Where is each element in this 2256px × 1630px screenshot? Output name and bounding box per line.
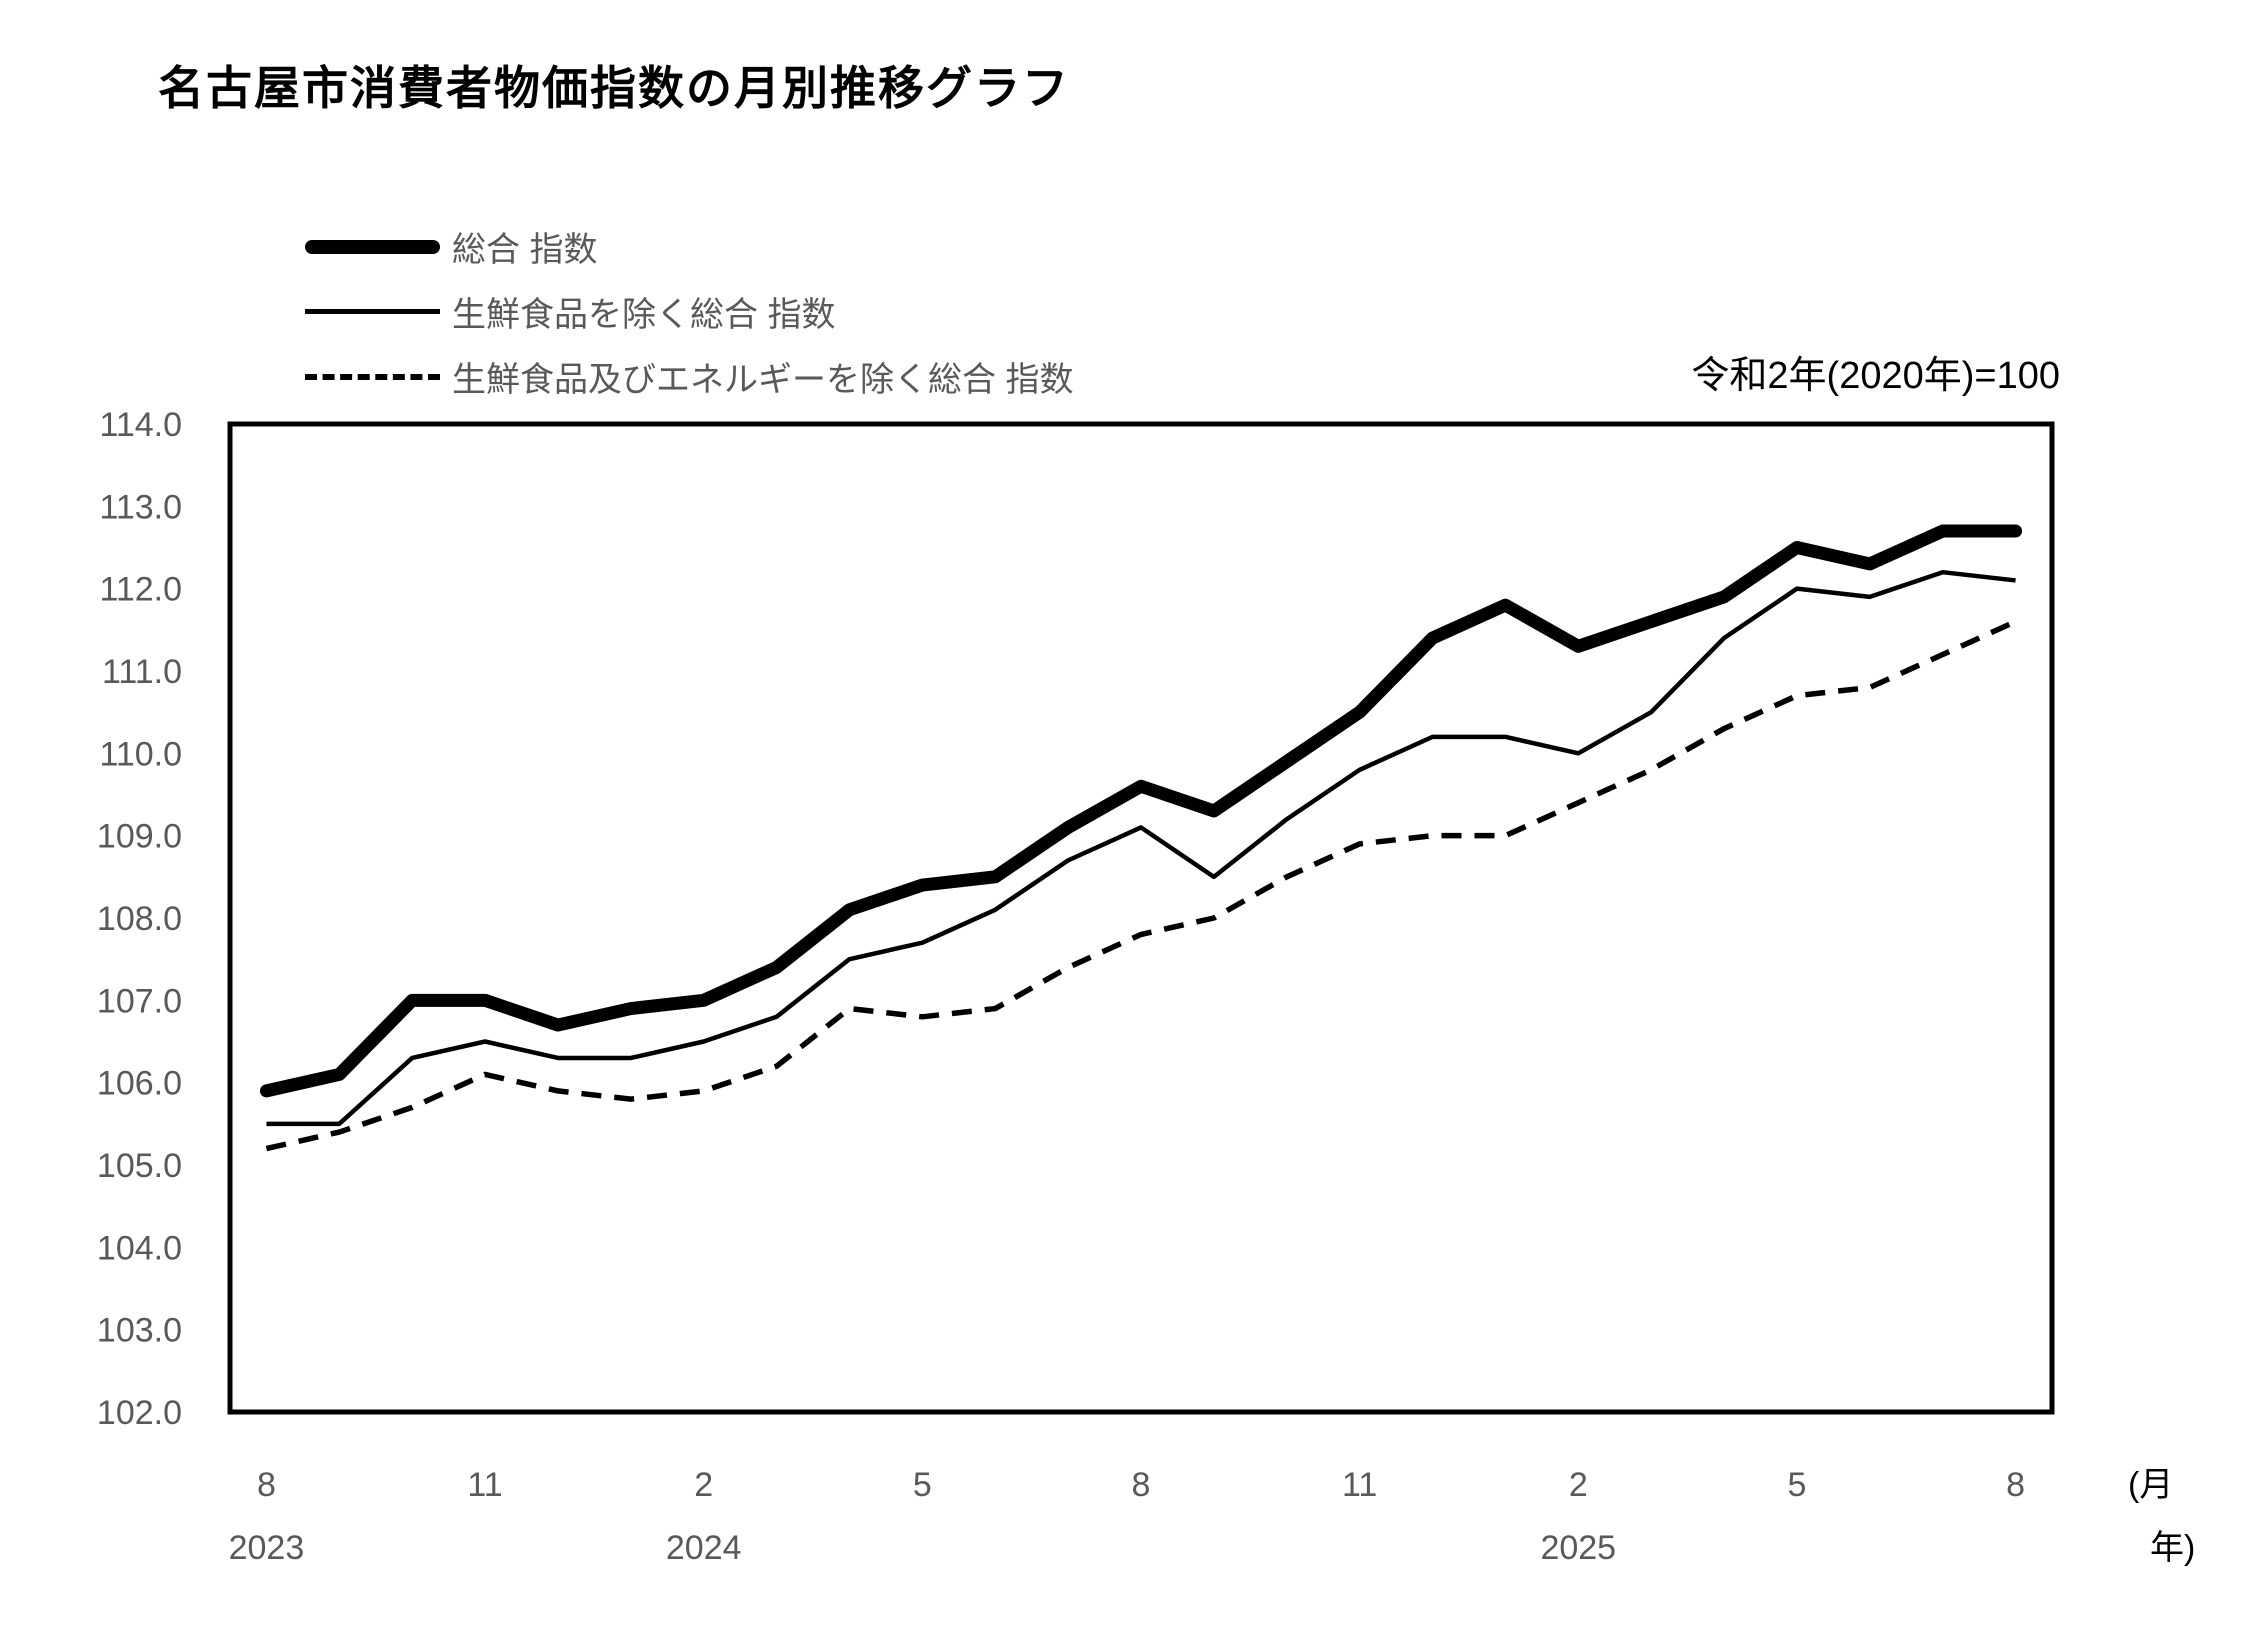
y-axis-tick-label: 114.0: [99, 406, 182, 444]
y-axis-tick-label: 108.0: [97, 900, 182, 938]
x-axis-month-label: 8: [1132, 1466, 1151, 1504]
legend-item-total: 総合 指数: [305, 214, 1073, 279]
x-axis-unit-year-label: 年): [2150, 1529, 2195, 1567]
legend-label-exfresh: 生鮮食品を除く総合 指数: [452, 296, 836, 334]
y-axis-tick-label: 112.0: [99, 571, 182, 609]
y-axis-tick-label: 107.0: [97, 982, 182, 1020]
base-year-note: 令和2年(2020年)=100: [1691, 355, 2060, 397]
legend-item-core: 生鮮食品及びエネルギーを除く総合 指数: [305, 344, 1073, 409]
x-axis-year-label: 2024: [666, 1529, 742, 1567]
y-axis-tick-label: 104.0: [97, 1229, 182, 1267]
x-axis-month-label: 5: [913, 1466, 932, 1504]
y-axis-tick-label: 106.0: [97, 1065, 182, 1103]
y-axis-tick-label: 111.0: [102, 653, 182, 691]
y-axis-tick-label: 113.0: [99, 488, 182, 526]
x-axis-year-label: 2023: [229, 1529, 305, 1567]
legend: 総合 指数 生鮮食品を除く総合 指数 生鮮食品及びエネルギーを除く総合 指数: [305, 214, 1073, 409]
thin-line-swatch-icon: [305, 309, 440, 314]
y-axis-tick-label: 110.0: [99, 735, 182, 773]
dashed-line-swatch-icon: [305, 373, 440, 380]
plot-area: [227, 421, 2055, 1415]
legend-item-exfresh: 生鮮食品を除く総合 指数: [305, 279, 1073, 344]
x-axis-month-label: 2: [1569, 1466, 1588, 1504]
chart-title: 名古屋市消費者物価指数の月別推移グラフ: [158, 62, 1070, 114]
thick-line-swatch-icon: [305, 239, 440, 254]
y-axis-tick-label: 103.0: [97, 1312, 182, 1350]
y-axis-tick-label: 109.0: [97, 818, 182, 856]
x-axis-month-label: 8: [2006, 1466, 2025, 1504]
series-line-ex-fresh-food: [266, 569, 2016, 1127]
x-axis-month-label: 2: [694, 1466, 713, 1504]
x-axis-year-label: 2025: [1540, 1529, 1616, 1567]
x-axis-month-label: 5: [1787, 1466, 1806, 1504]
legend-label-core: 生鮮食品及びエネルギーを除く総合 指数: [452, 361, 1074, 399]
legend-label-total: 総合 指数: [452, 231, 598, 269]
x-axis-month-label: 11: [1342, 1466, 1377, 1504]
series-line-ex-fresh-food-energy: [265, 619, 2017, 1152]
y-axis-tick-label: 102.0: [97, 1394, 182, 1432]
x-axis-month-label: 11: [467, 1466, 502, 1504]
x-axis-unit-month-label: (月: [2128, 1466, 2173, 1504]
series-line-total: [259, 524, 2023, 1098]
y-axis-tick-label: 105.0: [97, 1147, 182, 1185]
x-axis-month-label: 8: [257, 1466, 276, 1504]
